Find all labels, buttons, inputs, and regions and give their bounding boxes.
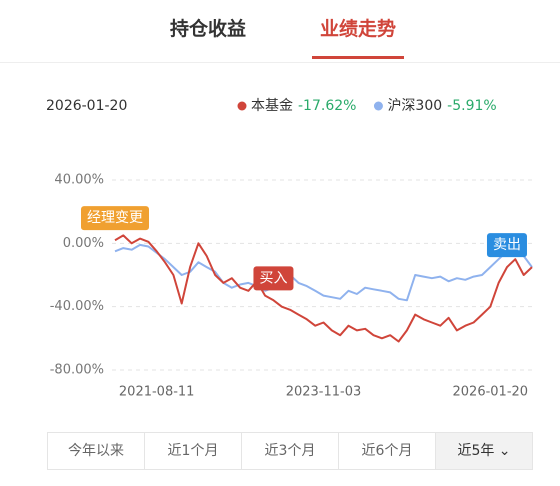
legend-label: 本基金 [251,97,293,114]
series-line [114,243,533,302]
annotation-label: 买入 [259,270,287,286]
divider [0,62,560,63]
tab-underline [312,56,404,59]
y-tick-label: -80.00% [50,363,104,378]
legend-marker [237,101,247,111]
legend-marker [373,101,383,111]
annotation-label: 卖出 [493,237,521,253]
x-tick-label: 2026-01-20 [453,385,529,400]
legend-value: -5.91% [447,98,497,114]
annotation-label: 经理变更 [87,210,143,226]
chart: 2026-01-20 40.00% 0.00% -40.00% -80.00% 2021… [46,97,536,400]
range-button[interactable]: 今年以来 [48,433,145,469]
legend-label: 沪深300 [387,98,442,114]
range-button[interactable]: 近3个月 [242,433,339,469]
tab[interactable]: 持仓收益 [170,18,247,40]
range-buttons: 今年以来 近1个月 近3个月 近6个月 近5年 ⌄ [47,432,533,470]
series-line [114,234,533,343]
range-button[interactable]: 近5年 ⌄ [436,433,532,469]
annotation-box [253,266,294,291]
x-tick-label: 2021-08-11 [119,385,195,400]
annotation-box [486,233,527,258]
range-button[interactable]: 近6个月 [339,433,436,469]
tab[interactable]: 业绩走势 [320,18,397,40]
date: 2026-01-20 [46,98,127,114]
x-tick-label: 2023-11-03 [286,385,362,400]
y-tick-label: 0.00% [63,236,104,251]
legend-value: -17.62% [298,98,356,114]
annotation-box [81,206,149,231]
y-tick-label: 40.00% [54,173,104,188]
range-button[interactable]: 近1个月 [145,433,242,469]
y-tick-label: -40.00% [50,299,104,314]
